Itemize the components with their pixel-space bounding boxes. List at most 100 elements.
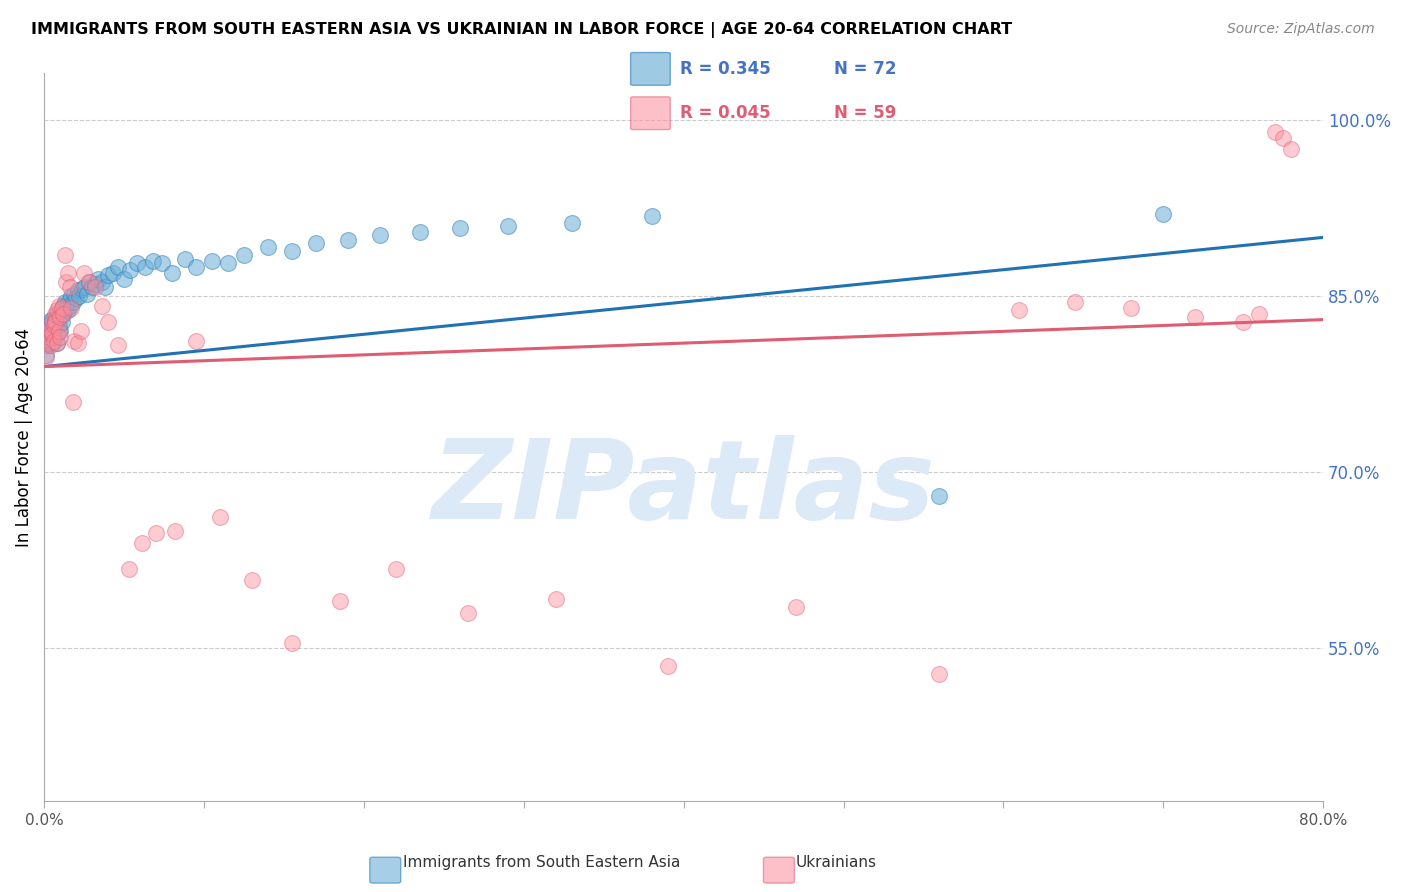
Text: IMMIGRANTS FROM SOUTH EASTERN ASIA VS UKRAINIAN IN LABOR FORCE | AGE 20-64 CORRE: IMMIGRANTS FROM SOUTH EASTERN ASIA VS UK… <box>31 22 1012 38</box>
Text: R = 0.345: R = 0.345 <box>681 60 770 78</box>
Point <box>35 348 58 362</box>
Point <box>134 260 156 274</box>
FancyBboxPatch shape <box>631 97 671 129</box>
Point <box>51 301 73 315</box>
Point <box>48 299 70 313</box>
Point <box>38 318 60 333</box>
Point <box>41 312 63 326</box>
Point <box>37 336 59 351</box>
Point <box>56 303 79 318</box>
Point <box>67 289 90 303</box>
Point <box>1279 142 1302 156</box>
Point <box>1121 301 1143 315</box>
Point <box>60 289 83 303</box>
Point <box>449 221 471 235</box>
Point <box>785 600 807 615</box>
Point <box>1152 207 1174 221</box>
Text: Ukrainians: Ukrainians <box>796 855 877 870</box>
Point <box>56 295 79 310</box>
Point <box>52 307 75 321</box>
Point <box>120 263 142 277</box>
Point <box>51 315 73 329</box>
Point <box>84 277 107 292</box>
Point <box>544 592 567 607</box>
Point <box>84 279 107 293</box>
Point <box>72 282 94 296</box>
Text: ZIPatlas: ZIPatlas <box>432 434 935 541</box>
Point <box>42 322 65 336</box>
Point <box>928 667 950 681</box>
Point <box>94 279 117 293</box>
Point <box>38 330 60 344</box>
Point <box>329 594 352 608</box>
Point <box>152 256 174 270</box>
Point <box>39 312 62 326</box>
Point <box>63 334 86 348</box>
Point <box>1264 125 1286 139</box>
Point <box>118 561 141 575</box>
Point <box>51 301 73 315</box>
Point <box>496 219 519 233</box>
Point <box>657 659 679 673</box>
Point <box>87 271 110 285</box>
Point <box>45 336 67 351</box>
Point <box>76 286 98 301</box>
Point <box>112 271 135 285</box>
Point <box>42 334 65 348</box>
Point <box>42 318 65 333</box>
Point <box>640 209 662 223</box>
Point <box>160 266 183 280</box>
Point <box>173 252 195 266</box>
Point <box>368 228 391 243</box>
Point <box>42 330 65 344</box>
Point <box>44 315 66 329</box>
Point <box>45 303 67 318</box>
Point <box>142 253 165 268</box>
Point <box>385 561 408 575</box>
Point <box>77 275 100 289</box>
Point <box>55 275 77 289</box>
Text: Source: ZipAtlas.com: Source: ZipAtlas.com <box>1227 22 1375 37</box>
Point <box>184 260 207 274</box>
Point <box>38 334 60 348</box>
Point <box>70 324 93 338</box>
Point <box>97 315 120 329</box>
Point <box>73 266 96 280</box>
Point <box>37 338 59 352</box>
Point <box>45 326 67 341</box>
Point <box>165 524 187 538</box>
Point <box>49 310 72 325</box>
Point <box>48 324 70 338</box>
Point <box>928 489 950 503</box>
Point <box>66 283 89 297</box>
Point <box>66 336 89 351</box>
Point <box>38 322 60 336</box>
Point <box>240 574 263 588</box>
Point <box>457 606 479 620</box>
Point <box>45 307 67 321</box>
Point <box>1249 307 1271 321</box>
Point <box>63 286 86 301</box>
Point <box>45 336 67 351</box>
Point <box>53 295 76 310</box>
Point <box>48 310 70 325</box>
Text: N = 72: N = 72 <box>834 60 897 78</box>
Point <box>233 248 256 262</box>
Point <box>59 299 82 313</box>
Point <box>1008 303 1031 318</box>
Point <box>184 334 207 348</box>
Point <box>101 266 124 280</box>
Point <box>55 301 77 315</box>
Point <box>1064 295 1087 310</box>
Point <box>49 307 72 321</box>
Point <box>60 301 83 315</box>
Point <box>208 510 231 524</box>
Point <box>561 216 583 230</box>
Point <box>281 635 304 649</box>
Point <box>62 394 84 409</box>
Point <box>39 338 62 352</box>
Point <box>201 253 224 268</box>
Point <box>257 240 280 254</box>
Point <box>62 295 84 310</box>
Point <box>107 338 129 352</box>
